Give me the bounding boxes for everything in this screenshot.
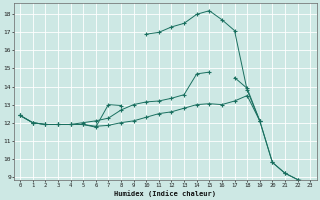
X-axis label: Humidex (Indice chaleur): Humidex (Indice chaleur): [114, 190, 216, 197]
